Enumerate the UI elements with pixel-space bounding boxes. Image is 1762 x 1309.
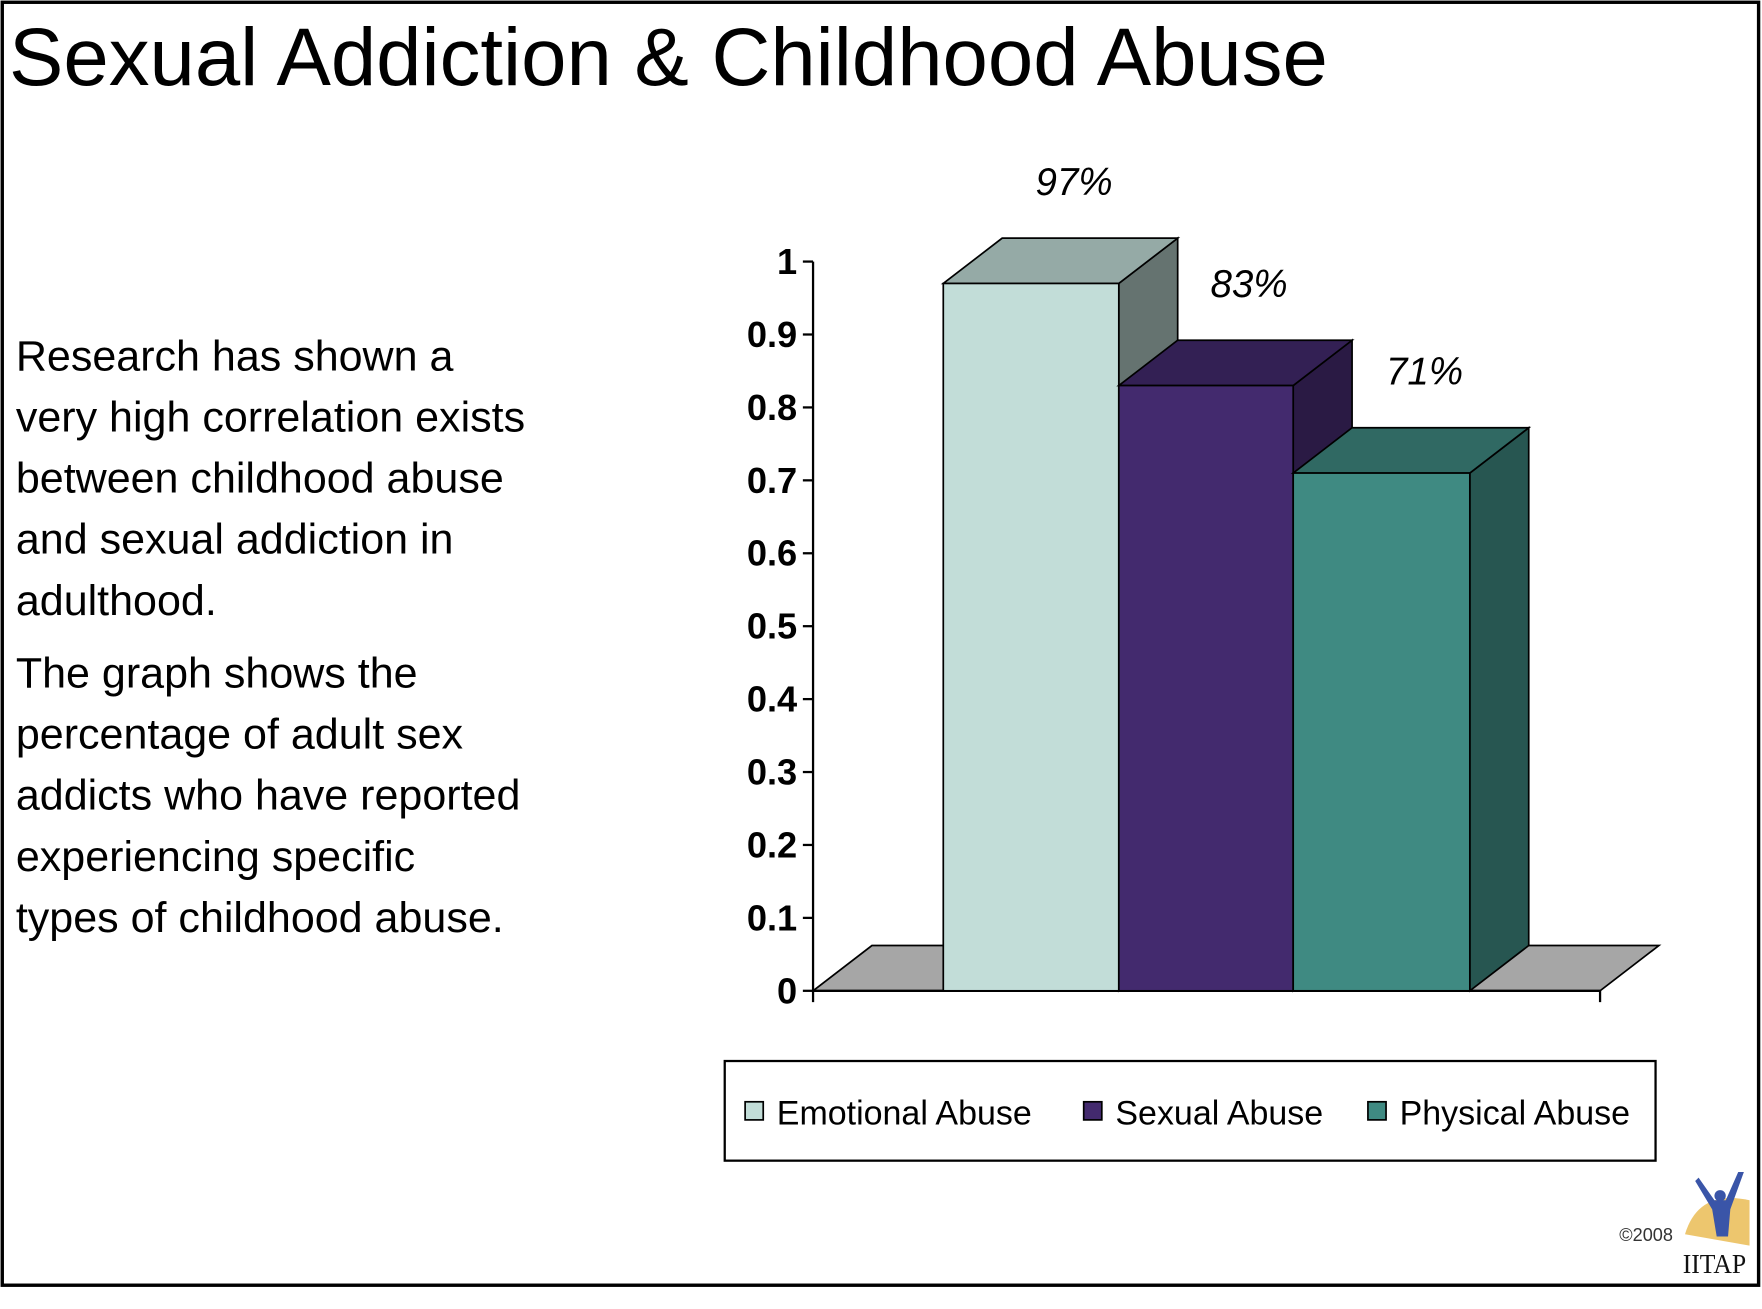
data-label: 83% <box>1210 263 1287 306</box>
legend-label: Physical Abuse <box>1400 1094 1630 1132</box>
y-tick-label: 0.4 <box>747 679 797 720</box>
copyright-text: ©2008 <box>1619 1225 1673 1245</box>
legend: Emotional Abuse Sexual Abuse Physical Abus… <box>723 1059 1657 1162</box>
body-text-line: very high correlation exists <box>16 393 525 441</box>
y-tick-label: 0.7 <box>747 460 797 501</box>
bar-chart: 0 0.1 0.2 0.3 0.4 0.5 0.6 0.7 0.8 0.9 1 97% 83% 71% <box>747 161 1662 1011</box>
bar-front <box>942 282 1120 992</box>
legend-swatch <box>744 1100 765 1121</box>
y-tick-label: 0.3 <box>747 751 797 792</box>
legend-label: Emotional Abuse <box>777 1094 1032 1132</box>
y-tick-label: 0 <box>777 970 797 1011</box>
iitap-logo: IITAP <box>1683 1171 1750 1279</box>
body-text-line: between childhood abuse <box>16 455 504 503</box>
y-tick-label: 0.9 <box>747 314 797 355</box>
body-text-line: and sexual addiction in <box>16 516 454 564</box>
page-title: Sexual Addiction & Childhood Abuse <box>9 12 1328 103</box>
y-tick-label: 0.2 <box>747 824 797 865</box>
y-tick-label: 0.5 <box>747 606 797 647</box>
body-text-line: Research has shown a <box>16 332 454 380</box>
bar-front <box>1292 472 1471 992</box>
y-tick-label: 0.8 <box>747 387 797 428</box>
body-text-line: adulthood. <box>16 577 217 625</box>
legend-label: Sexual Abuse <box>1115 1094 1323 1132</box>
body-text-line: addicts who have reported <box>16 772 521 820</box>
body-text: Research has shown a very high correlatio… <box>16 332 525 942</box>
y-tick-label: 1 <box>777 241 797 282</box>
legend-swatch <box>1367 1100 1387 1121</box>
bar-front <box>1117 384 1295 992</box>
legend-box <box>723 1059 1657 1162</box>
body-text-line: percentage of adult sex <box>16 710 464 758</box>
y-tick-label: 0.1 <box>747 897 797 938</box>
legend-swatch <box>1082 1100 1103 1121</box>
body-text-line: The graph shows the <box>16 649 418 697</box>
data-label: 71% <box>1386 351 1463 394</box>
data-label: 97% <box>1036 161 1113 204</box>
y-tick-label: 0.6 <box>747 533 797 574</box>
body-text-line: types of childhood abuse. <box>16 894 504 942</box>
bar-side <box>1468 426 1530 993</box>
bar-physical-abuse <box>1290 426 1532 993</box>
logo-text: IITAP <box>1683 1249 1746 1279</box>
body-text-line: experiencing specific <box>16 833 415 881</box>
